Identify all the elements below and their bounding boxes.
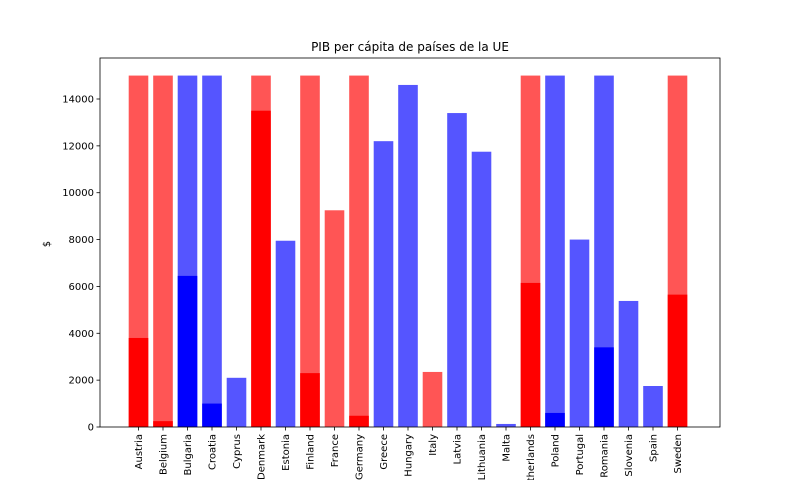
y-tick-label: 2000 bbox=[69, 376, 94, 387]
x-tick-label: Finland bbox=[306, 434, 317, 470]
bar-total bbox=[349, 75, 369, 428]
bar-total bbox=[545, 75, 565, 428]
plot-frame bbox=[99, 57, 721, 428]
x-tick-label: Italy bbox=[428, 434, 439, 456]
bar-base bbox=[177, 275, 198, 427]
bar-total bbox=[398, 84, 418, 427]
x-tick-label: Hungary bbox=[404, 434, 415, 477]
y-tick-label: 8000 bbox=[69, 235, 94, 246]
x-tick-label: Portugal bbox=[575, 434, 586, 475]
x-tick-label: Netherlands bbox=[526, 434, 537, 480]
x-tick-label: Latvia bbox=[453, 434, 464, 464]
x-tick-label: Romania bbox=[600, 434, 611, 478]
bar-total bbox=[496, 423, 516, 427]
x-tick-label: Bulgaria bbox=[183, 434, 194, 475]
bar-total bbox=[202, 75, 222, 428]
x-tick-label: Slovenia bbox=[624, 434, 635, 477]
bars-group bbox=[128, 75, 688, 428]
x-tick-label: Germany bbox=[355, 434, 366, 480]
bar-total bbox=[471, 151, 492, 427]
bar-total bbox=[300, 75, 320, 428]
x-tick-label: Austria bbox=[134, 434, 145, 469]
y-tick-label: 6000 bbox=[69, 282, 94, 293]
bar-base bbox=[251, 110, 271, 427]
bar-total bbox=[275, 240, 296, 427]
x-tick-label: Spain bbox=[649, 434, 660, 462]
bar-base bbox=[300, 373, 320, 427]
bar-total bbox=[324, 210, 345, 427]
x-tick-label: Estonia bbox=[281, 434, 292, 471]
bar-base bbox=[202, 403, 222, 427]
x-tick-label: Sweden bbox=[673, 434, 684, 474]
x-axis: Austria Belgium Bulgaria Croatia Cyprus Denma… bbox=[134, 427, 684, 480]
bar-total bbox=[226, 377, 247, 427]
x-tick-label: Denmark bbox=[257, 434, 268, 480]
x-tick-label: Belgium bbox=[159, 434, 170, 475]
y-axis: 0 2000 4000 6000 8000 10000 12000 14000 bbox=[62, 95, 100, 434]
x-tick-label: Poland bbox=[551, 434, 562, 467]
bar-total bbox=[422, 371, 443, 427]
x-tick-label: Cyprus bbox=[232, 434, 243, 469]
bar-base bbox=[545, 412, 565, 427]
y-tick-label: 0 bbox=[88, 423, 94, 434]
bar-total bbox=[373, 141, 394, 427]
chart-title: PIB per cápita de países de la UE bbox=[311, 40, 509, 54]
bar-total bbox=[618, 300, 639, 427]
x-tick-label: Greece bbox=[379, 434, 390, 470]
y-axis-label: $ bbox=[42, 241, 53, 247]
y-tick-label: 10000 bbox=[62, 188, 94, 199]
y-tick-label: 14000 bbox=[62, 95, 94, 106]
bar-total bbox=[447, 113, 467, 428]
x-tick-label: Malta bbox=[502, 434, 513, 462]
y-tick-label: 4000 bbox=[69, 329, 94, 340]
bar-total bbox=[643, 386, 663, 427]
x-tick-label: Lithuania bbox=[477, 434, 488, 480]
bar-base bbox=[153, 421, 173, 427]
bar-total bbox=[153, 75, 173, 428]
x-tick-label: France bbox=[330, 434, 341, 467]
bar-base bbox=[128, 337, 149, 427]
x-tick-label: Croatia bbox=[208, 434, 219, 470]
bar-total bbox=[569, 239, 590, 427]
bar-base bbox=[594, 347, 614, 427]
bar-total bbox=[594, 75, 614, 428]
y-tick-label: 12000 bbox=[62, 141, 94, 152]
bar-base bbox=[349, 415, 369, 427]
bar-base bbox=[520, 282, 541, 427]
bar-base bbox=[667, 294, 688, 427]
